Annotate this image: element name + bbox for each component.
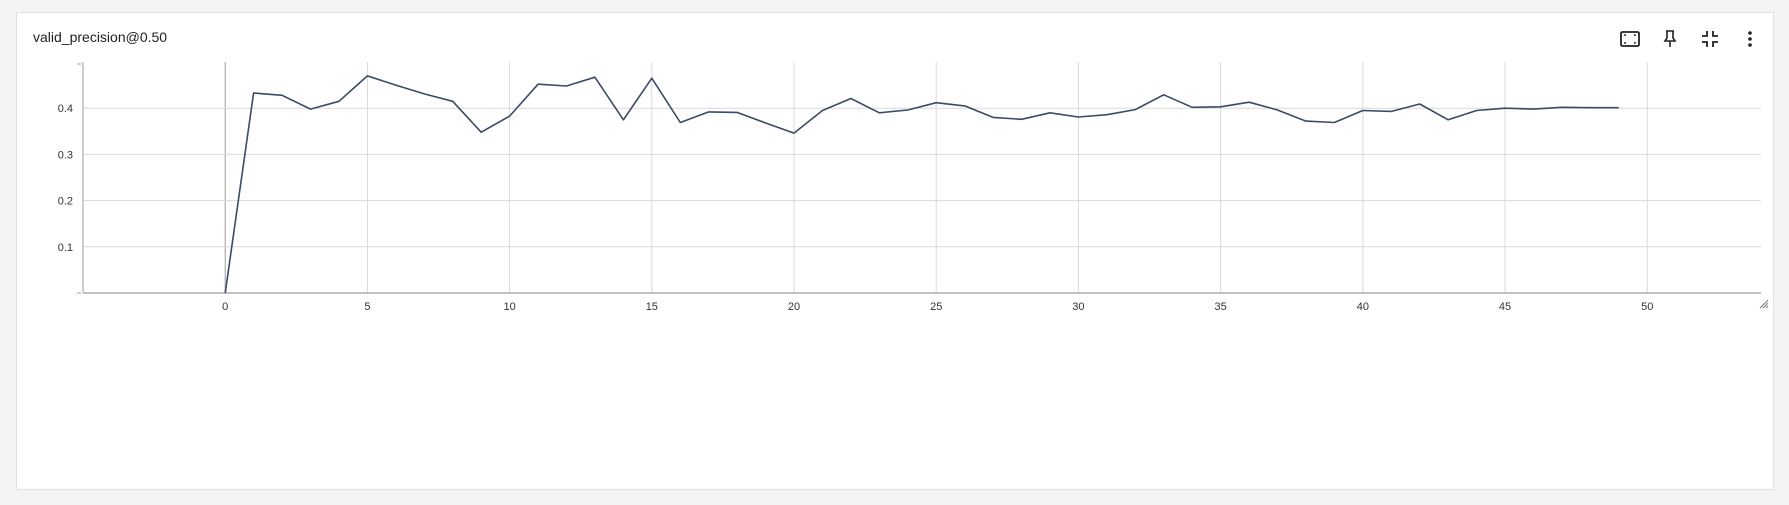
x-tick-label: 30 [1072,301,1084,313]
y-tick-label: 0.4 [58,103,73,115]
x-tick-label: 50 [1641,301,1653,313]
resize-handle-icon[interactable] [1759,299,1769,309]
y-tick-label: 0.3 [58,149,73,161]
chart-title: valid_precision@0.50 [33,29,168,45]
x-tick-label: 25 [930,301,942,313]
chart-card: valid_precision@0.50 0 5 10 15 20 25 [16,12,1774,490]
x-tick-label: 10 [503,301,515,313]
more-vert-icon [1748,31,1752,47]
line-chart[interactable]: 0 5 10 15 20 25 30 35 40 45 50 0.1 0.2 0.3 0.4 [17,13,1775,491]
x-tick-label: 40 [1357,301,1369,313]
x-tick-label: 35 [1215,301,1227,313]
fit-domain-icon [1620,31,1640,47]
x-tick-label: 5 [364,301,370,313]
y-tick-label: 0.2 [58,196,73,208]
pin-button[interactable] [1657,26,1683,52]
more-options-button[interactable] [1737,26,1763,52]
collapse-icon [1702,31,1718,47]
pin-icon [1663,30,1677,47]
x-tick-label: 20 [788,301,800,313]
chart-toolbar [1617,26,1763,52]
x-tick-label: 45 [1499,301,1511,313]
x-tick-label: 15 [646,301,658,313]
fit-domain-button[interactable] [1617,26,1643,52]
series-line [224,75,1619,294]
collapse-button[interactable] [1697,26,1723,52]
y-tick-label: 0.1 [58,242,73,254]
x-tick-label: 0 [222,301,228,313]
